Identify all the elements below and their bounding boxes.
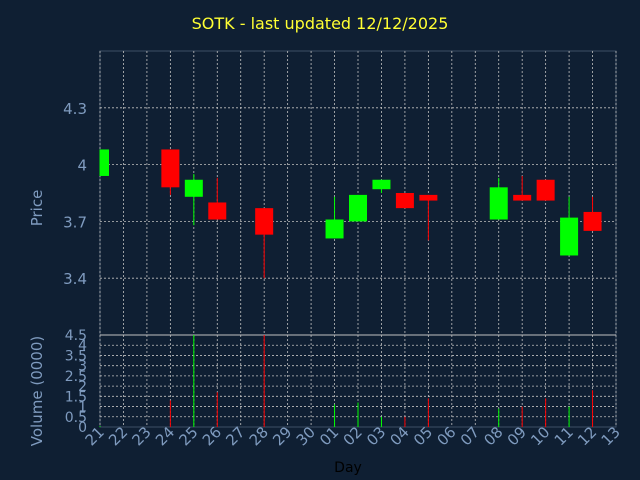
price-tick-label: 4 bbox=[77, 157, 87, 175]
price-tick-label: 4.3 bbox=[63, 100, 87, 118]
candle-body bbox=[372, 179, 391, 190]
candle-body bbox=[583, 211, 602, 231]
volume-tick-label: 3.5 bbox=[65, 348, 87, 364]
x-axis-title: Day bbox=[334, 460, 362, 476]
candle-body bbox=[208, 202, 227, 220]
price-axis-title: Price bbox=[28, 190, 46, 227]
candle-body bbox=[349, 194, 367, 222]
candle-body bbox=[513, 194, 532, 201]
volume-axis-title: Volume (0000) bbox=[28, 336, 46, 446]
volume-tick-label: 0.5 bbox=[65, 410, 87, 426]
volume-tick-label: 1 bbox=[78, 400, 87, 416]
candle-body bbox=[184, 179, 203, 197]
candle-body bbox=[560, 217, 579, 256]
candle-body bbox=[325, 219, 344, 239]
volume-tick-label: 2.5 bbox=[65, 369, 87, 385]
candle-body bbox=[161, 149, 180, 188]
volume-tick-label: 4 bbox=[78, 338, 87, 354]
candle-body bbox=[536, 179, 555, 201]
volume-tick-label: 3 bbox=[78, 359, 87, 375]
volume-tick-label: 0 bbox=[78, 420, 87, 436]
chart-title: SOTK - last updated 12/12/2025 bbox=[191, 14, 449, 33]
candle-body bbox=[395, 193, 414, 209]
candle-body bbox=[255, 208, 274, 235]
candle-body bbox=[419, 194, 438, 201]
candle-body bbox=[100, 149, 109, 176]
volume-tick-label: 2 bbox=[78, 379, 87, 395]
price-tick-label: 3.4 bbox=[63, 270, 87, 288]
volume-tick-label: 1.5 bbox=[65, 389, 87, 405]
candle-body bbox=[489, 187, 508, 220]
volume-tick-label: 4.5 bbox=[65, 328, 87, 344]
price-tick-label: 3.7 bbox=[63, 213, 87, 231]
